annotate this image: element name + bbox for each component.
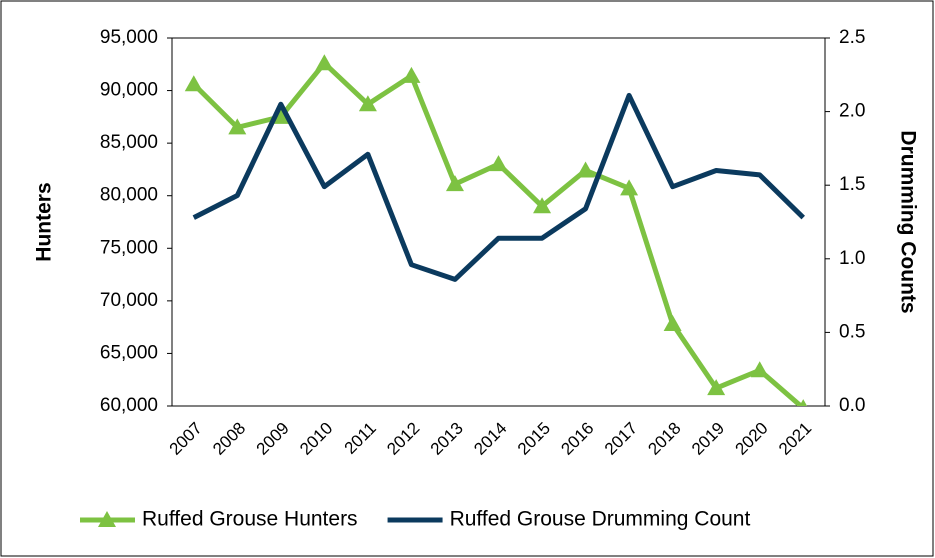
y-tick-label: 80,000 bbox=[100, 185, 158, 206]
point-marker bbox=[799, 399, 808, 406]
point-marker bbox=[533, 197, 552, 214]
point-marker bbox=[402, 66, 421, 83]
y-tick-label: 90,000 bbox=[100, 80, 158, 101]
plot-border bbox=[171, 37, 826, 407]
point-marker bbox=[271, 107, 290, 124]
y2-tick-label: 2.5 bbox=[839, 27, 865, 48]
point-marker bbox=[663, 314, 682, 331]
point-marker bbox=[445, 175, 464, 192]
series-line bbox=[192, 92, 805, 282]
point-marker bbox=[620, 179, 639, 196]
y-axis-title: Hunters bbox=[33, 182, 56, 261]
point-marker bbox=[184, 75, 203, 92]
y2-tick-label: 1.0 bbox=[839, 248, 865, 269]
y2-tick-label: 0.0 bbox=[839, 395, 865, 416]
legend-marker bbox=[98, 511, 116, 527]
legend-label: Ruffed Grouse Drumming Count bbox=[450, 508, 751, 531]
y-tick-label: 60,000 bbox=[100, 395, 158, 416]
y2-tick-label: 2.0 bbox=[839, 101, 865, 122]
y-tick-label: 75,000 bbox=[100, 237, 158, 258]
y2-tick-label: 0.5 bbox=[839, 321, 865, 342]
point-marker bbox=[750, 361, 769, 378]
point-marker bbox=[576, 161, 595, 178]
y2-tick-label: 1.5 bbox=[839, 174, 865, 195]
point-marker bbox=[489, 155, 508, 172]
y-tick-label: 85,000 bbox=[100, 132, 158, 153]
plot-area bbox=[184, 54, 808, 406]
point-marker bbox=[707, 379, 726, 396]
y-tick-label: 70,000 bbox=[100, 290, 158, 311]
y-tick-label: 95,000 bbox=[100, 27, 158, 48]
point-marker bbox=[228, 118, 247, 135]
point-marker bbox=[315, 54, 334, 71]
y-tick-label: 65,000 bbox=[100, 342, 158, 363]
legend-label: Ruffed Grouse Hunters bbox=[142, 508, 358, 531]
point-marker bbox=[358, 95, 377, 112]
y2-axis-title: Drumming Counts bbox=[896, 130, 919, 313]
